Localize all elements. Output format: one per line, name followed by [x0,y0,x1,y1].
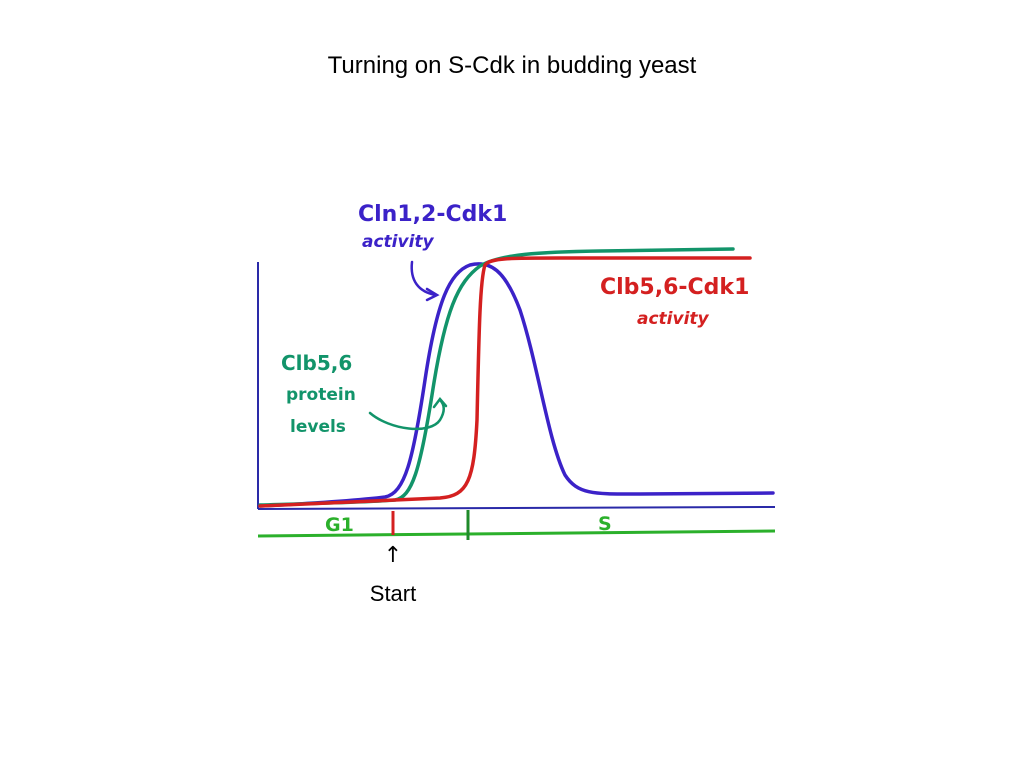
clb-protein-line3: levels [290,417,346,437]
start-label: Start [369,581,417,606]
clb-protein-label-arrowhead [432,397,448,409]
clb-protein-line1: Clb5,6 [281,351,352,375]
cln-label-arrowhead [425,287,440,302]
clb-protein-line2: protein [286,385,356,405]
cln-label-arrow [410,260,438,297]
clb-activity-sub: activity [637,309,710,329]
phase-s-label: S [598,513,612,535]
slide-title: Turning on S-Cdk in budding yeast [327,52,697,79]
cln-activity-curve [258,262,775,508]
phase-line [257,529,776,538]
clb-activity-title: Clb5,6-Cdk1 [600,275,749,300]
cln-activity-title: Cln1,2-Cdk1 [358,202,507,227]
x-axis [257,506,776,510]
clb-protein-label-arrow [368,398,445,431]
cln-activity-sub: activity [362,232,435,252]
start-arrow-icon: ↑ [383,543,403,568]
phase-g1-label: G1 [325,514,354,536]
clb-activity-curve [258,256,752,508]
